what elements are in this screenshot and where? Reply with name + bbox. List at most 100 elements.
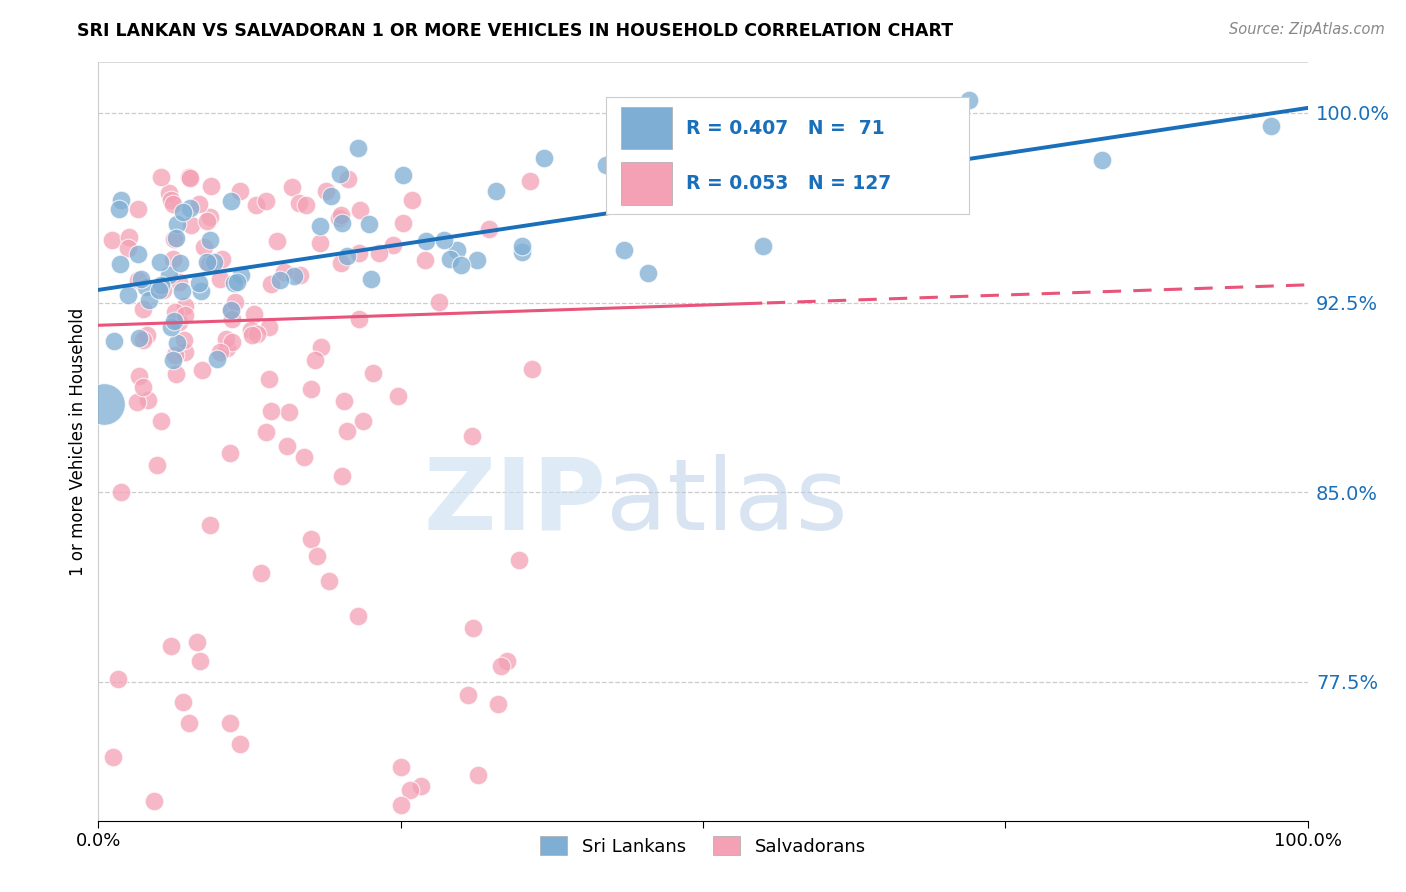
Point [427,294,450,309]
Point [110,193,132,207]
Point [129,271,152,285]
Point [108,202,131,217]
Point [299,382,322,396]
Point [166,336,188,351]
Point [439,252,461,266]
Point [637,266,659,280]
Point [467,768,489,782]
Point [446,243,468,257]
Point [191,363,214,377]
Point [224,294,246,309]
Point [381,238,404,252]
Point [257,319,280,334]
Point [520,361,543,376]
Point [218,716,240,731]
Point [100,234,122,248]
Point [215,341,238,355]
Point [957,94,980,108]
Point [179,201,201,215]
Point [200,233,222,247]
Point [309,235,332,250]
Point [149,414,172,428]
Point [276,439,298,453]
Point [309,340,332,354]
Point [221,334,243,349]
Point [103,334,125,349]
Point [149,254,172,268]
Point [457,688,479,702]
Point [489,659,512,673]
Point [413,253,436,268]
Point [221,194,243,209]
Point [478,222,501,236]
Text: Source: ZipAtlas.com: Source: ZipAtlas.com [1229,22,1385,37]
Point [148,283,170,297]
Point [415,234,437,248]
Point [409,779,432,793]
Point [188,654,211,668]
Point [278,405,301,419]
Point [607,178,630,193]
Point [292,450,315,465]
Point [128,368,150,383]
Point [318,574,340,588]
Point [117,288,139,302]
Point [260,277,283,291]
Point [193,240,215,254]
Point [332,469,354,483]
Point [250,566,273,580]
Point [613,243,636,257]
Point [281,180,304,194]
Point [215,332,238,346]
Point [242,307,264,321]
Point [752,239,775,253]
Point [229,184,252,198]
Point [209,272,232,286]
Point [347,245,370,260]
Text: ZIP: ZIP [423,454,606,550]
Point [299,532,322,546]
Point [387,388,409,402]
Point [461,621,484,635]
Point [101,749,124,764]
Point [610,182,633,196]
Point [288,196,311,211]
Point [179,716,201,731]
Point [93,397,115,411]
Point [165,230,187,244]
Point [465,252,488,267]
Point [218,446,240,460]
Point [1260,120,1282,134]
Point [349,203,371,218]
Point [172,285,194,299]
Point [510,238,533,252]
Point [179,170,201,185]
Point [486,697,509,711]
Point [225,275,247,289]
Point [450,258,472,272]
Point [508,553,530,567]
Point [146,458,169,472]
Point [360,272,382,286]
Point [533,151,555,165]
Point [259,372,281,386]
Point [157,186,180,200]
Point [211,252,233,266]
Point [180,218,202,232]
Point [179,170,201,185]
Point [389,798,412,813]
Point [162,197,184,211]
Point [152,283,174,297]
Point [198,257,221,271]
Point [229,737,252,751]
Point [174,299,197,313]
Point [108,257,131,271]
Point [162,252,184,267]
Point [664,178,686,193]
Point [496,655,519,669]
Point [198,518,221,533]
Point [169,315,191,329]
Point [143,794,166,808]
Point [174,308,197,322]
Point [138,293,160,307]
